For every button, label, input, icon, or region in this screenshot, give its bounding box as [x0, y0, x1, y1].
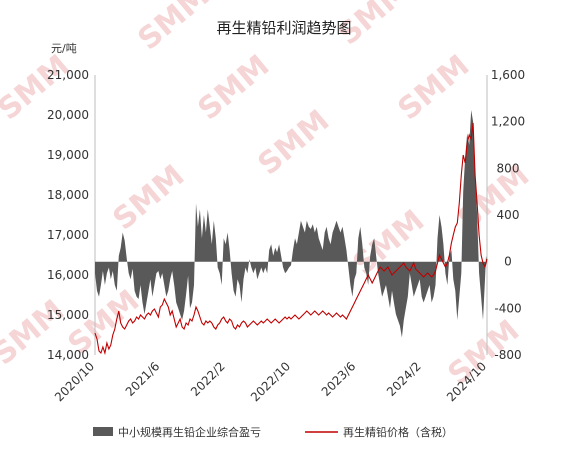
- chart-title: 再生精铅利润趋势图: [216, 19, 351, 37]
- price-line-series: [94, 122, 488, 356]
- y-right-tick-label: 1,200: [491, 115, 525, 129]
- y-right-tick-label: -400: [494, 301, 521, 315]
- x-tick-label: 2021/6: [123, 359, 163, 399]
- y-right-tick-labels: -800 -400 0 400 800 1,200 1,600: [491, 68, 525, 362]
- y-right-tick-label: 1,600: [491, 68, 525, 82]
- y-right-tick-label: 0: [504, 255, 512, 269]
- series-area-layer: [95, 110, 487, 338]
- y-left-tick-label: 14,000: [47, 348, 89, 362]
- y-left-unit: 元/吨: [51, 42, 77, 55]
- series-line-layer: [94, 122, 488, 356]
- y-left-tick-label: 21,000: [47, 68, 89, 82]
- watermark-text: SMM: [251, 103, 336, 182]
- x-tick-label: 2022/10: [248, 359, 293, 404]
- watermark-text: SMM: [131, 0, 216, 57]
- x-tick-label: 2020/10: [52, 359, 97, 404]
- y-left-tick-label: 15,000: [47, 308, 89, 322]
- x-tick-labels: 2020/10 2021/6 2022/2 2022/10 2023/6 2024/2 20…: [52, 359, 489, 404]
- watermark-text: SMM: [191, 48, 276, 127]
- y-left-tick-label: 18,000: [47, 188, 89, 202]
- y-left-tick-label: 17,000: [47, 228, 89, 242]
- legend-swatch-profit: [93, 427, 113, 436]
- legend: 中小规模再生铅企业综合盈亏 再生精铅价格（含税）: [93, 425, 453, 439]
- profit-area-series: [95, 110, 487, 338]
- watermark-text: SMM: [106, 158, 191, 237]
- y-left-tick-labels: 14,000 15,000 16,000 17,000 18,000 19,000 20,0…: [47, 68, 89, 362]
- x-tick-label: 2022/2: [188, 359, 228, 399]
- y-right-tick-label: -800: [494, 348, 521, 362]
- y-right-tick-label: 800: [497, 161, 520, 175]
- y-left-tick-label: 16,000: [47, 268, 89, 282]
- y-right-tick-label: 400: [497, 208, 520, 222]
- legend-label-profit: 中小规模再生铅企业综合盈亏: [118, 425, 261, 439]
- watermark-text: SMM: [391, 48, 476, 127]
- x-tick-label: 2024/2: [384, 359, 424, 399]
- x-tick-label: 2023/6: [319, 359, 359, 399]
- y-left-tick-label: 20,000: [47, 108, 89, 122]
- legend-label-price: 再生精铅价格（含税）: [343, 425, 453, 439]
- y-left-tick-label: 19,000: [47, 148, 89, 162]
